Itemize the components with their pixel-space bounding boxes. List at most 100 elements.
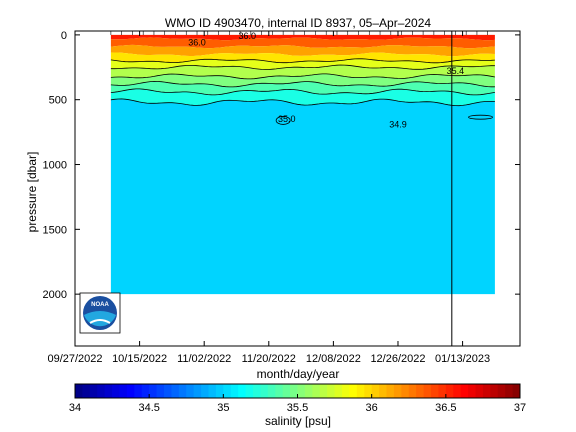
colorbar-cell-46 [416,384,425,398]
colorbar-tick-label-0: 34 [69,402,81,414]
colorbar-cell-23 [245,384,254,398]
y-tick-label-4: 2000 [43,289,67,301]
salinity-layer-8 [110,88,495,106]
colorbar-cell-58 [505,384,514,398]
contour-label-1: 36.0 [188,38,206,48]
contour-line-6 [110,80,495,88]
colorbar-cell-6 [119,384,128,398]
colorbar-cell-43 [393,384,402,398]
contour-line-4 [110,64,495,70]
plot-frame [74,30,521,347]
colorbar-cell-34 [327,384,336,398]
y-tick-label-2: 1000 [43,160,67,172]
colorbar-cell-17 [201,384,209,398]
contour-line-7 [110,88,495,96]
colorbar-cell-11 [156,384,165,398]
colorbar-cell-44 [401,384,410,398]
colorbar-cell-22 [238,384,247,398]
colorbar-cell-47 [423,384,432,398]
contour-blob-1 [275,116,291,125]
colorbar-tick-label-5: 36.5 [435,402,456,414]
salinity-layer-5 [110,65,495,79]
contour-line-3 [110,58,495,64]
colorbar-cell-10 [149,384,158,398]
colorbar-cell-27 [275,384,284,398]
colorbar-cell-57 [497,384,506,398]
logo-gull [89,319,111,324]
colorbar-cell-26 [267,384,276,398]
y-tick-label-1: 500 [49,95,67,107]
y-tick-label-3: 1500 [43,224,67,236]
colorbar-cell-39 [364,384,373,398]
colorbar-cell-8 [134,384,143,398]
colorbar-cell-25 [260,384,269,398]
contour-label-0: 36.0 [238,31,256,41]
colorbar-tick-label-4: 36 [366,402,378,414]
colorbar-tick-label-1: 34.5 [138,402,159,414]
colorbar-cell-29 [290,384,298,398]
salinity-layer-7 [110,81,495,95]
colorbar-cell-1 [82,384,91,398]
axes: 0 500 1000 1500 2000 09/27/2022 10/15/2022 11/0… [43,30,521,365]
colorbar: 34 34.5 35 35.5 36 36.5 37 [69,383,526,414]
contour-blob-2 [468,114,493,120]
colorbar-cell-32 [312,384,321,398]
colorbar-cell-56 [490,384,499,398]
y-tick-label-0: 0 [61,30,67,42]
colorbar-cell-35 [334,384,343,398]
colorbar-cell-48 [431,384,439,398]
plot-area: 36.0 36.0 35.4 35.0 34.9 [75,31,520,346]
colorbar-cell-0 [75,384,83,398]
colorbar-cell-36 [342,384,350,398]
colorbar-cell-18 [208,384,217,398]
colorbar-cell-5 [112,384,120,398]
logo-text: NOAA [91,302,109,308]
salinity-layer-2 [110,44,495,57]
colorbar-cell-21 [230,384,239,398]
colorbar-cell-24 [253,384,261,398]
colorbar-cell-2 [89,384,98,398]
colorbar-cell-13 [171,384,180,398]
colorbar-cell-42 [386,384,395,398]
x-tick-label-1: 10/15/2022 [112,353,167,365]
colorbar-cell-49 [438,384,447,398]
colorbar-cell-30 [297,384,306,398]
x-tick-label-0: 09/27/2022 [47,353,102,365]
colorbar-cell-28 [282,384,291,398]
colorbar-cell-51 [453,384,462,398]
colorbar-cell-4 [104,384,113,398]
colorbar-cell-53 [468,384,476,398]
colorbar-tick-label-2: 35 [217,402,229,414]
colorbar-tick-label-3: 35.5 [287,402,308,414]
contour-line-8 [110,98,495,107]
colorbar-cell-41 [379,384,387,398]
colorbar-cell-37 [349,384,358,398]
colorbar-cell-12 [164,384,172,398]
colorbar-cell-20 [223,384,232,398]
colorbar-label: salinity [psu] [265,414,331,428]
x-tick-label-4: 12/08/2022 [306,353,361,365]
colorbar-cell-55 [482,384,491,398]
noaa-logo: NOAA [79,292,121,334]
x-axis-label: month/day/year [257,367,340,381]
contour-line-5 [110,73,495,80]
chart-title: WMO ID 4903470, internal ID 8937, 05–Apr… [165,16,431,30]
y-axis-label: pressure [dbar] [25,152,39,233]
colorbar-cell-59 [512,384,521,398]
salinity-layer-9 [110,98,495,295]
colorbar-cell-45 [408,384,417,398]
salinity-layer-4 [110,58,495,70]
salinity-layer-0 [110,34,495,41]
salinity-layer-1 [110,37,495,49]
colorbar-cell-50 [445,384,454,398]
colorbar-cell-15 [186,384,195,398]
colorbar-cell-38 [356,384,365,398]
colorbar-cell-7 [126,384,135,398]
x-tick-label-3: 11/20/2022 [242,353,296,365]
contour-label-2: 35.4 [447,66,465,76]
colorbar-tick-label-6: 37 [514,402,526,414]
colorbar-cell-52 [460,384,469,398]
colorbar-cell-9 [141,384,150,398]
salinity-layer-3 [110,52,495,63]
